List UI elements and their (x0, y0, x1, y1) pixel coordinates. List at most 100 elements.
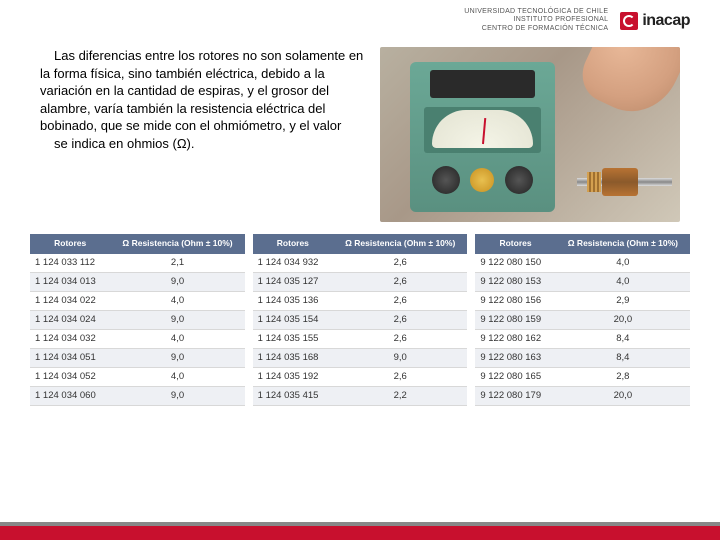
body-text: Las diferencias entre los rotores no son… (40, 47, 368, 222)
table-row: 1 124 034 0524,0 (30, 367, 245, 386)
table-row: 1 124 034 0224,0 (30, 291, 245, 310)
header-line: CENTRO DE FORMACIÓN TÉCNICA (464, 25, 608, 33)
logo: inacap (620, 12, 690, 30)
table-cell: 2,6 (333, 254, 467, 273)
col-header: Ω Resistencia (Ohm ± 10%) (110, 234, 244, 254)
ohmmeter-photo (380, 47, 680, 222)
table-cell: 2,9 (556, 291, 690, 310)
table-cell: 9,0 (110, 272, 244, 291)
table-cell: 2,6 (333, 291, 467, 310)
ohmmeter-device (410, 62, 555, 212)
table-cell: 1 124 035 136 (253, 291, 333, 310)
logo-text: inacap (642, 12, 690, 30)
table-row: 9 122 080 17920,0 (475, 386, 690, 405)
table-row: 1 124 034 9322,6 (253, 254, 468, 273)
table-cell: 1 124 035 168 (253, 348, 333, 367)
hand-icon (573, 47, 680, 126)
table-row: 9 122 080 1534,0 (475, 272, 690, 291)
content-row: Las diferencias entre los rotores no son… (0, 37, 720, 230)
paragraph: se indica en ohmios (Ω). (40, 135, 368, 153)
table-cell: 1 124 034 013 (30, 272, 110, 291)
table-row: 1 124 034 0519,0 (30, 348, 245, 367)
table-cell: 2,6 (333, 272, 467, 291)
table-cell: 4,0 (556, 254, 690, 273)
rotor-table-1: Rotores Ω Resistencia (Ohm ± 10%) 1 124 … (30, 234, 245, 406)
table-row: 9 122 080 1504,0 (475, 254, 690, 273)
table-cell: 1 124 034 032 (30, 329, 110, 348)
table-cell: 9 122 080 150 (475, 254, 555, 273)
rotor-table-3: Rotores Ω Resistencia (Ohm ± 10%) 9 122 … (475, 234, 690, 406)
table-cell: 8,4 (556, 348, 690, 367)
table-cell: 9 122 080 163 (475, 348, 555, 367)
table-cell: 2,2 (333, 386, 467, 405)
col-header: Rotores (253, 234, 333, 254)
table-row: 1 124 035 1542,6 (253, 310, 468, 329)
table-cell: 4,0 (110, 291, 244, 310)
table-cell: 9 122 080 156 (475, 291, 555, 310)
table-cell: 2,6 (333, 310, 467, 329)
table-cell: 1 124 034 024 (30, 310, 110, 329)
table-cell: 9 122 080 159 (475, 310, 555, 329)
table-cell: 1 124 035 154 (253, 310, 333, 329)
table-cell: 9,0 (333, 348, 467, 367)
table-row: 1 124 034 0139,0 (30, 272, 245, 291)
col-header: Ω Resistencia (Ohm ± 10%) (333, 234, 467, 254)
table-row: 1 124 035 1272,6 (253, 272, 468, 291)
table-cell: 1 124 033 112 (30, 254, 110, 273)
table-cell: 9,0 (110, 348, 244, 367)
table-cell: 20,0 (556, 310, 690, 329)
table-cell: 1 124 034 022 (30, 291, 110, 310)
table-row: 9 122 080 1562,9 (475, 291, 690, 310)
table-cell: 20,0 (556, 386, 690, 405)
table-cell: 4,0 (110, 329, 244, 348)
table-cell: 2,6 (333, 367, 467, 386)
col-header: Rotores (475, 234, 555, 254)
knob-icon (505, 166, 533, 194)
table-row: 1 124 035 1362,6 (253, 291, 468, 310)
table-cell: 1 124 035 415 (253, 386, 333, 405)
rotor-icon (577, 162, 672, 202)
table-row: 9 122 080 1652,8 (475, 367, 690, 386)
table-row: 1 124 035 1552,6 (253, 329, 468, 348)
table-cell: 4,0 (110, 367, 244, 386)
table-row: 1 124 034 0249,0 (30, 310, 245, 329)
table-cell: 1 124 034 052 (30, 367, 110, 386)
knob-icon (432, 166, 460, 194)
table-row: 1 124 035 1689,0 (253, 348, 468, 367)
table-cell: 9 122 080 162 (475, 329, 555, 348)
rotor-table-2: Rotores Ω Resistencia (Ohm ± 10%) 1 124 … (253, 234, 468, 406)
table-row: 9 122 080 1628,4 (475, 329, 690, 348)
table-cell: 2,1 (110, 254, 244, 273)
table-row: 9 122 080 15920,0 (475, 310, 690, 329)
logo-icon (620, 12, 638, 30)
table-cell: 1 124 035 192 (253, 367, 333, 386)
table-row: 1 124 034 0609,0 (30, 386, 245, 405)
table-cell: 9 122 080 179 (475, 386, 555, 405)
header-line: UNIVERSIDAD TECNOLÓGICA DE CHILE (464, 8, 608, 16)
table-cell: 9,0 (110, 310, 244, 329)
table-cell: 1 124 034 932 (253, 254, 333, 273)
paragraph: Las diferencias entre los rotores no son… (40, 47, 368, 135)
table-cell: 1 124 035 155 (253, 329, 333, 348)
col-header: Ω Resistencia (Ohm ± 10%) (556, 234, 690, 254)
table-cell: 9,0 (110, 386, 244, 405)
table-row: 1 124 035 4152,2 (253, 386, 468, 405)
table-cell: 8,4 (556, 329, 690, 348)
table-cell: 9 122 080 165 (475, 367, 555, 386)
header: UNIVERSIDAD TECNOLÓGICA DE CHILE INSTITU… (0, 0, 720, 37)
table-cell: 2,8 (556, 367, 690, 386)
table-row: 1 124 035 1922,6 (253, 367, 468, 386)
table-cell: 2,6 (333, 329, 467, 348)
table-cell: 9 122 080 153 (475, 272, 555, 291)
table-cell: 1 124 035 127 (253, 272, 333, 291)
col-header: Rotores (30, 234, 110, 254)
table-cell: 1 124 034 060 (30, 386, 110, 405)
knob-icon (470, 168, 494, 192)
footer-bar (0, 526, 720, 540)
gauge-icon (432, 110, 533, 148)
table-row: 1 124 033 1122,1 (30, 254, 245, 273)
table-row: 9 122 080 1638,4 (475, 348, 690, 367)
table-cell: 1 124 034 051 (30, 348, 110, 367)
table-cell: 4,0 (556, 272, 690, 291)
institution-text: UNIVERSIDAD TECNOLÓGICA DE CHILE INSTITU… (464, 8, 608, 33)
